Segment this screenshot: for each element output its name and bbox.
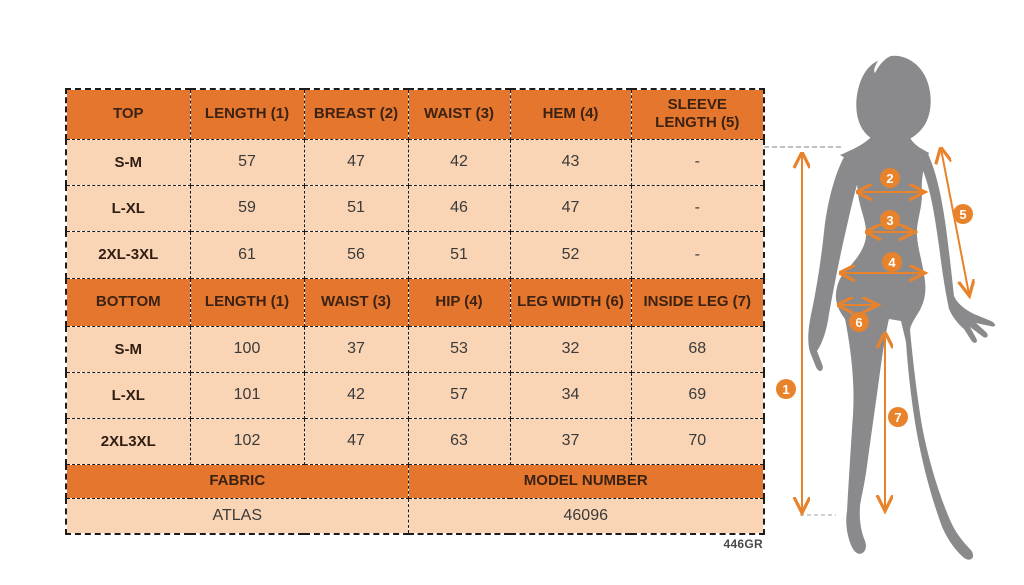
- table-cell: 34: [509, 371, 632, 419]
- column-header-hem: HEM (4): [509, 88, 632, 140]
- table-cell: 68: [630, 325, 765, 373]
- model-number-header: MODEL NUMBER: [407, 463, 765, 499]
- marker-3: 3: [880, 210, 900, 230]
- table-cell: 57: [407, 371, 511, 419]
- measurement-markers: 1 2 3 4 5 6 7: [776, 168, 973, 427]
- column-header-length: LENGTH (1): [189, 277, 305, 327]
- svg-text:6: 6: [855, 315, 862, 330]
- table-cell: 47: [509, 184, 632, 232]
- marker-7: 7: [888, 407, 908, 427]
- column-header-sleeve-length: SLEEVE LENGTH (5): [630, 88, 765, 140]
- table-row: L-XL 101 42 57 34 69: [65, 371, 765, 419]
- table-cell: 52: [509, 230, 632, 279]
- table-cell: 59: [189, 184, 305, 232]
- table-cell: 61: [189, 230, 305, 279]
- marker-2: 2: [880, 168, 900, 188]
- column-header-waist: WAIST (3): [407, 88, 511, 140]
- table-cell: 101: [189, 371, 305, 419]
- column-header-waist: WAIST (3): [303, 277, 409, 327]
- size-label: 2XL3XL: [65, 417, 191, 465]
- table-cell: 42: [303, 371, 409, 419]
- table-cell: 102: [189, 417, 305, 465]
- svg-text:1: 1: [782, 382, 789, 397]
- size-label: S-M: [65, 138, 191, 186]
- marker-6: 6: [849, 312, 869, 332]
- marker-1: 1: [776, 379, 796, 399]
- table-cell: 100: [189, 325, 305, 373]
- marker-4: 4: [882, 252, 902, 272]
- size-label: 2XL-3XL: [65, 230, 191, 279]
- table-row: S-M 57 47 42 43 -: [65, 138, 765, 186]
- table-cell: 56: [303, 230, 409, 279]
- table-row: L-XL 59 51 46 47 -: [65, 184, 765, 232]
- model-number-value: 46096: [407, 497, 765, 535]
- table-cell: 51: [303, 184, 409, 232]
- table-row: S-M 100 37 53 32 68: [65, 325, 765, 373]
- arrow-5-sleeve-length: [941, 149, 969, 294]
- table-cell: 69: [630, 371, 765, 419]
- footer-header-row: FABRIC MODEL NUMBER: [65, 463, 765, 499]
- column-header-top: TOP: [65, 88, 191, 140]
- size-label: L-XL: [65, 371, 191, 419]
- size-label: S-M: [65, 325, 191, 373]
- fabric-value: ATLAS: [65, 497, 409, 535]
- size-label: L-XL: [65, 184, 191, 232]
- table-cell: 42: [407, 138, 511, 186]
- woman-silhouette-icon: [808, 55, 996, 560]
- footer-value-row: ATLAS 46096: [65, 497, 765, 535]
- table-cell: 47: [303, 417, 409, 465]
- measurement-figure: 1 2 3 4 5 6 7: [764, 55, 996, 560]
- table-cell: 46: [407, 184, 511, 232]
- marker-5: 5: [953, 204, 973, 224]
- svg-text:2: 2: [886, 171, 893, 186]
- table-cell: 63: [407, 417, 511, 465]
- table-cell: 43: [509, 138, 632, 186]
- fabric-header: FABRIC: [65, 463, 409, 499]
- table-cell: -: [630, 138, 765, 186]
- table-cell: -: [630, 184, 765, 232]
- table-row: 2XL-3XL 61 56 51 52 -: [65, 230, 765, 279]
- measurement-arrows: [802, 149, 969, 511]
- size-chart-table: TOP LENGTH (1) BREAST (2) WAIST (3) HEM …: [65, 88, 765, 535]
- column-header-breast: BREAST (2): [303, 88, 409, 140]
- column-header-hip: HIP (4): [407, 277, 511, 327]
- bottom-header-row: BOTTOM LENGTH (1) WAIST (3) HIP (4) LEG …: [65, 277, 765, 327]
- svg-text:7: 7: [894, 410, 901, 425]
- svg-text:5: 5: [959, 207, 966, 222]
- table-cell: -: [630, 230, 765, 279]
- table-cell: 37: [509, 417, 632, 465]
- column-header-length: LENGTH (1): [189, 88, 305, 140]
- column-header-leg-width: LEG WIDTH (6): [509, 277, 632, 327]
- column-header-inside-leg: INSIDE LEG (7): [630, 277, 765, 327]
- column-header-bottom: BOTTOM: [65, 277, 191, 327]
- svg-text:3: 3: [886, 213, 893, 228]
- svg-text:4: 4: [888, 255, 896, 270]
- product-code: 446GR: [723, 537, 763, 551]
- table-cell: 37: [303, 325, 409, 373]
- table-cell: 57: [189, 138, 305, 186]
- table-cell: 51: [407, 230, 511, 279]
- table-row: 2XL3XL 102 47 63 37 70: [65, 417, 765, 465]
- top-header-row: TOP LENGTH (1) BREAST (2) WAIST (3) HEM …: [65, 88, 765, 140]
- table-cell: 70: [630, 417, 765, 465]
- table-cell: 32: [509, 325, 632, 373]
- table-cell: 53: [407, 325, 511, 373]
- table-cell: 47: [303, 138, 409, 186]
